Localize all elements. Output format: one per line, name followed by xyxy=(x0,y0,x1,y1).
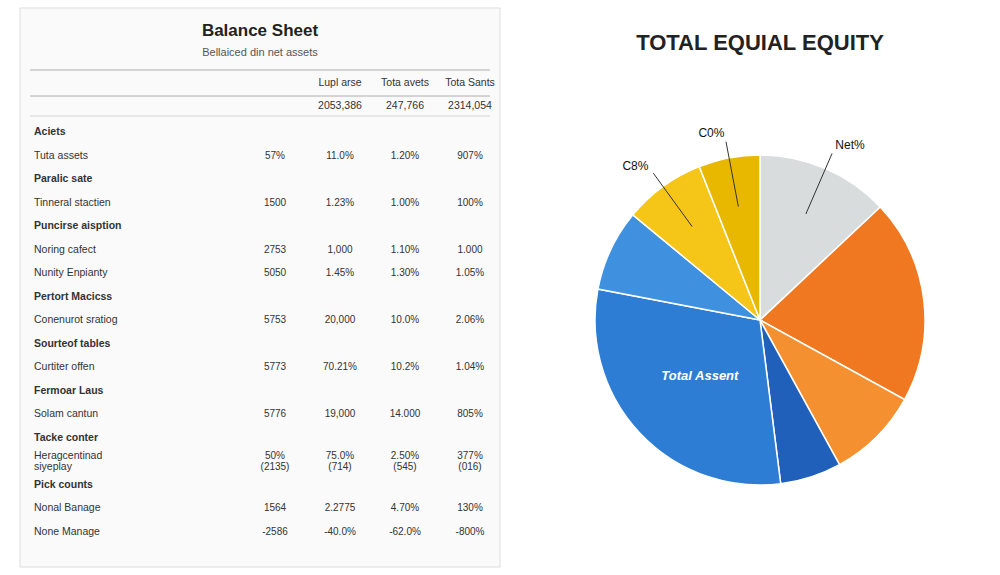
cell-value: 1.45% xyxy=(326,267,354,278)
cell-value: 10.0% xyxy=(391,314,419,325)
cell-value: 1564 xyxy=(264,502,287,513)
cell-value: 1.10% xyxy=(391,243,419,254)
row-label: Tuta assets xyxy=(34,148,88,160)
cell-value: 1.04% xyxy=(456,361,484,372)
slice-label: C0% xyxy=(698,126,724,140)
pie xyxy=(595,155,925,485)
column-header: Tota avets xyxy=(381,76,429,88)
cell-value: 5050 xyxy=(264,267,287,278)
rule-line xyxy=(30,70,490,71)
cell-value: 2753 xyxy=(264,243,287,254)
cell-value: 805% xyxy=(457,408,483,419)
section-label: Paralic sate xyxy=(34,172,93,184)
cell-value: 1.30% xyxy=(391,267,419,278)
column-subheader: 247,766 xyxy=(386,99,424,111)
slice-label: Net% xyxy=(835,138,865,152)
chart-canvas: TOTAL EQUIAL EQUITY Net% Total Assent C8% C0… xyxy=(0,0,1000,575)
slice-label: C8% xyxy=(622,159,648,173)
cell-value: 1,000 xyxy=(327,243,352,254)
row-label: Nunity Enpianty xyxy=(34,266,108,278)
cell-value: 75.0%(714) xyxy=(326,449,354,471)
leader-line xyxy=(653,173,692,226)
cell-value: -2586 xyxy=(262,525,288,536)
cell-value: 2.50%(545) xyxy=(391,449,419,471)
cell-value: 907% xyxy=(457,149,483,160)
table-title: Balance Sheet xyxy=(202,21,319,40)
row-label: None Manage xyxy=(34,524,100,536)
cell-value: -800% xyxy=(456,525,485,536)
column-subheader: 2053,386 xyxy=(318,99,362,111)
cell-value: 1.05% xyxy=(456,267,484,278)
cell-value: 2.06% xyxy=(456,314,484,325)
cell-value: 20,000 xyxy=(325,314,356,325)
cell-value: 5753 xyxy=(264,314,287,325)
section-label: Tacke conter xyxy=(34,430,98,442)
cell-value: 5773 xyxy=(264,361,287,372)
cell-value: 130% xyxy=(457,502,483,513)
row-label: Heragcentinadsiyeplay xyxy=(34,448,102,471)
cell-value: 14.000 xyxy=(390,408,421,419)
row-label: Conenurot sratiog xyxy=(34,313,118,325)
row-label: Solam cantun xyxy=(34,407,98,419)
cell-value: 1.00% xyxy=(391,196,419,207)
cell-value: 100% xyxy=(457,196,483,207)
cell-value: 11.0% xyxy=(326,149,354,160)
cell-value: -40.0% xyxy=(324,525,356,536)
leader-line xyxy=(806,153,832,214)
table-panel xyxy=(20,8,500,567)
cell-value: 2.2775 xyxy=(325,502,356,513)
section-label: Pick counts xyxy=(34,477,93,489)
column-header: Lupl arse xyxy=(318,76,361,88)
cell-value: 19,000 xyxy=(325,408,356,419)
table-subtitle: Bellaiced din net assets xyxy=(202,46,318,58)
chart-title: TOTAL EQUIAL EQUITY xyxy=(636,30,884,55)
row-label: Tinneral stactien xyxy=(34,195,111,207)
cell-value: -62.0% xyxy=(389,525,421,536)
cell-value: 5776 xyxy=(264,408,287,419)
cell-value: 57% xyxy=(265,149,285,160)
cell-value: 1500 xyxy=(264,196,287,207)
cell-value: 377%(016) xyxy=(457,449,483,471)
slice-labels: Net% Total Assent C8% C0% xyxy=(622,126,865,383)
rule-line xyxy=(30,116,490,117)
leader-line xyxy=(726,142,738,207)
slice-label: Total Assent xyxy=(661,368,739,383)
cell-value: 1.23% xyxy=(326,196,354,207)
cell-value: 4.70% xyxy=(391,502,419,513)
pie-slice xyxy=(699,155,760,320)
column-header: Tota Sants xyxy=(445,76,495,88)
column-subheader: 2314,054 xyxy=(448,99,492,111)
cell-value: 1.000 xyxy=(457,243,482,254)
section-label: Sourteof tables xyxy=(34,336,111,348)
section-label: Pertort Macicss xyxy=(34,289,112,301)
rule-line xyxy=(30,96,490,97)
row-label: Noring cafect xyxy=(34,242,96,254)
cell-value: 10.2% xyxy=(391,361,419,372)
cell-value: 70.21% xyxy=(323,361,357,372)
row-label: Curtiter offen xyxy=(34,360,95,372)
row-label: Nonal Banage xyxy=(34,501,101,513)
table: Balance Sheet Bellaiced din net assets Lup… xyxy=(20,8,500,567)
section-label: Fermoar Laus xyxy=(34,383,104,395)
section-label: Puncirse aisption xyxy=(34,219,122,231)
section-label: Aciets xyxy=(34,125,66,137)
cell-value: 1.20% xyxy=(391,149,419,160)
cell-value: 50%(2135) xyxy=(261,449,290,471)
